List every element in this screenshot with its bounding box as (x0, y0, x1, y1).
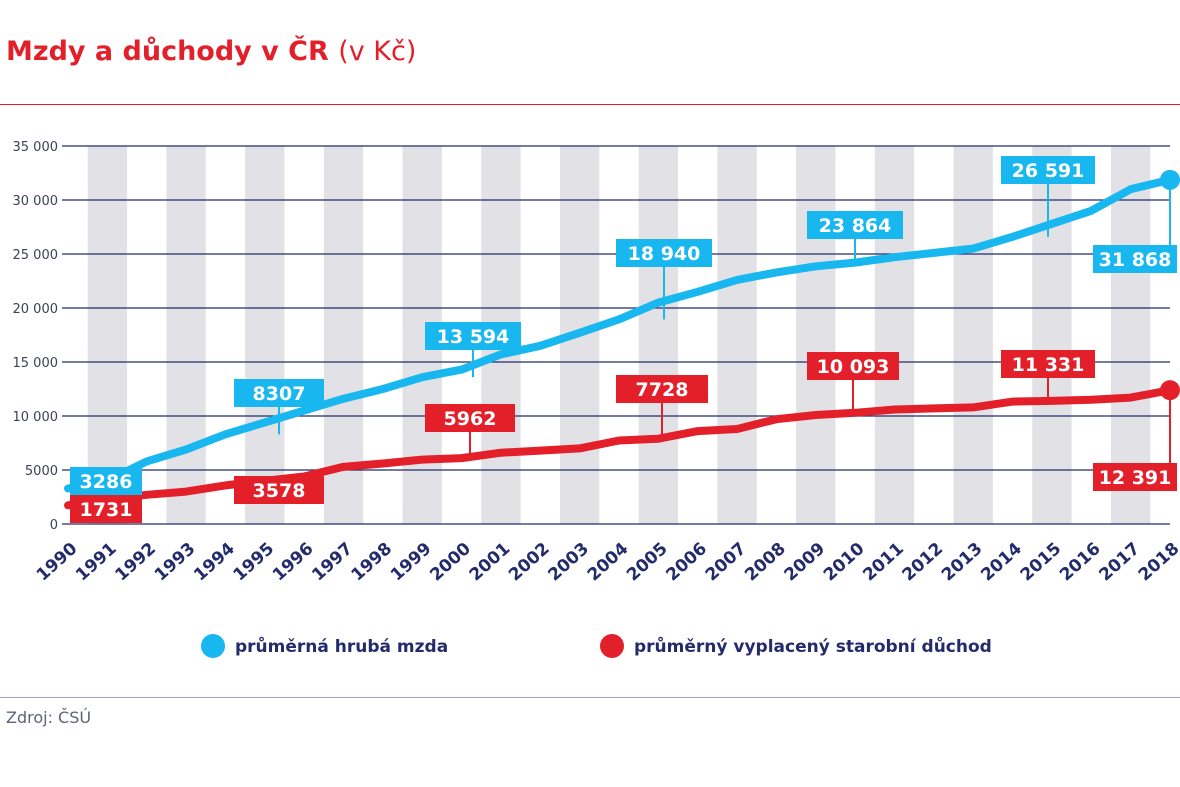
x-tick-label: 1994 (190, 539, 239, 586)
series-line-pension (64, 386, 1174, 510)
data-label-box (807, 211, 903, 239)
legend-label: průměrná hrubá mzda (235, 635, 448, 657)
title-unit: (v Kč) (338, 36, 417, 67)
data-label-box (425, 322, 521, 350)
x-tick-label: 2017 (1095, 539, 1144, 586)
data-label: 11 331 (1012, 354, 1085, 376)
x-tick-label: 1990 (33, 539, 82, 586)
x-tick-label: 2015 (1017, 539, 1066, 586)
x-tick-label: 1997 (308, 539, 357, 586)
x-tick-label: 2018 (1135, 539, 1180, 586)
y-tick-label: 15 000 (13, 356, 59, 371)
column-stripe (638, 146, 679, 524)
x-tick-label: 2013 (938, 539, 987, 586)
data-label-box (70, 467, 142, 495)
column-stripe (953, 146, 993, 524)
column-stripe (1110, 146, 1151, 524)
data-label: 8307 (253, 383, 306, 405)
data-label: 12 391 (1099, 467, 1172, 489)
x-tick-label: 2004 (584, 539, 633, 586)
y-tick-labels: 0 5000 10 000 15 000 20 000 25 000 30 000 35 00… (13, 140, 59, 533)
y-tick-label: 35 000 (13, 140, 59, 155)
x-tick-label: 1991 (72, 539, 121, 586)
x-tick-label: 2007 (702, 539, 751, 586)
data-label: 23 864 (819, 215, 892, 237)
x-tick-label: 2014 (977, 539, 1026, 586)
column-stripe (323, 146, 364, 524)
column-stripes (87, 146, 1151, 524)
data-labels: 3286 8307 13 594 18 940 23 864 26 591 31 868 17… (70, 156, 1177, 523)
data-label: 13 594 (437, 326, 510, 348)
x-tick-label: 1995 (230, 539, 279, 586)
data-label: 7728 (636, 379, 689, 401)
title-divider (0, 104, 1180, 105)
legend-label: průměrný vyplacený starobní důchod (634, 635, 992, 657)
x-tick-label: 2009 (781, 539, 830, 586)
y-tick-label: 20 000 (13, 302, 59, 317)
column-stripe (717, 146, 757, 524)
legend-marker-wage (201, 634, 225, 658)
data-label-box (1093, 245, 1177, 273)
data-label: 3286 (80, 471, 133, 493)
column-stripe (1032, 146, 1072, 524)
x-tick-labels: 1990199119921993199419951996199719981999… (33, 539, 1180, 586)
x-tick-label: 2000 (426, 539, 475, 586)
x-tick-label: 2011 (859, 539, 908, 586)
data-label: 5962 (444, 408, 497, 430)
y-tick-label: 25 000 (13, 248, 59, 263)
data-label-box (1001, 350, 1095, 378)
data-label-box (70, 495, 142, 523)
data-label: 18 940 (628, 243, 701, 265)
legend: průměrná hrubá mzda průměrný vyplacený st… (201, 634, 992, 658)
x-tick-label: 2001 (466, 539, 515, 586)
x-tick-label: 2006 (663, 539, 712, 586)
data-label-box (807, 352, 899, 380)
data-label-box (234, 379, 324, 407)
column-stripe (166, 146, 206, 524)
x-tick-label: 1993 (151, 539, 200, 586)
x-tick-label: 2002 (505, 539, 554, 586)
data-label-box (616, 375, 708, 403)
column-stripe (245, 146, 285, 524)
data-label-box (425, 404, 515, 432)
column-stripe (796, 146, 836, 524)
column-stripe (87, 146, 128, 524)
column-stripe (874, 146, 915, 524)
x-tick-label: 2003 (544, 539, 593, 586)
x-tick-label: 2005 (623, 539, 672, 586)
gridlines (62, 145, 1170, 525)
x-tick-label: 1996 (269, 539, 318, 586)
chart-title: Mzdy a důchody v ČR (v Kč) (6, 36, 416, 67)
y-tick-label: 0 (50, 518, 58, 533)
data-label: 26 591 (1012, 160, 1085, 182)
x-tick-label: 2008 (741, 539, 790, 586)
x-tick-label: 1992 (112, 539, 161, 586)
series-line-wage (64, 175, 1174, 493)
x-tick-label: 1999 (387, 539, 436, 586)
data-label-box (1093, 463, 1177, 491)
data-label-box (234, 476, 324, 504)
data-label: 3578 (253, 480, 306, 502)
y-tick-label: 5000 (25, 464, 58, 479)
y-tick-label: 30 000 (13, 194, 59, 209)
title-main: Mzdy a důchody v ČR (6, 36, 329, 67)
data-label: 1731 (80, 499, 133, 521)
x-tick-label: 2016 (1056, 539, 1105, 586)
x-tick-label: 2010 (820, 539, 869, 586)
data-label: 31 868 (1099, 249, 1172, 271)
data-label: 10 093 (817, 356, 890, 378)
footer-divider (0, 697, 1180, 698)
y-tick-label: 10 000 (13, 410, 59, 425)
legend-marker-pension (600, 634, 624, 658)
series-lines (64, 169, 1180, 510)
source-note: Zdroj: ČSÚ (6, 708, 92, 727)
line-chart: 0 5000 10 000 15 000 20 000 25 000 30 000 35 00… (13, 140, 1180, 658)
x-tick-label: 1998 (348, 539, 397, 586)
x-tick-label: 2012 (899, 539, 948, 586)
data-label-box (616, 239, 712, 267)
data-label-box (1001, 156, 1095, 184)
